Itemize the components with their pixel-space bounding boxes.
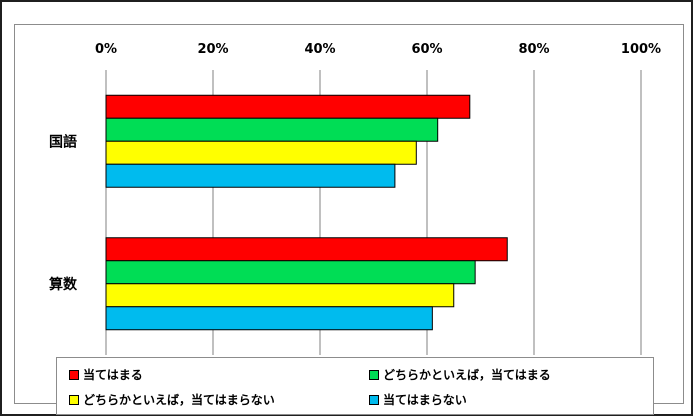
x-tick-label: 60% <box>411 42 442 57</box>
bar <box>105 163 396 188</box>
bar <box>105 283 455 308</box>
x-tick-label: 40% <box>304 42 335 57</box>
x-tick-label: 80% <box>518 42 549 57</box>
x-tick-label: 20% <box>197 42 228 57</box>
bar <box>105 306 433 331</box>
x-tick-label: 0% <box>95 42 117 57</box>
category-label: 算数 <box>49 276 78 293</box>
legend-item: どちらかといえば，当てはまる <box>369 366 551 383</box>
bar <box>105 260 476 285</box>
legend: 当てはまる どちらかといえば，当てはまる どちらかといえば，当てはまらない 当て… <box>56 357 654 415</box>
legend-swatch <box>69 369 79 380</box>
bar <box>105 94 471 119</box>
legend-label: 当てはまる <box>83 368 143 382</box>
legend-swatch <box>69 394 79 405</box>
legend-swatch <box>369 369 379 380</box>
legend-item: どちらかといえば，当てはまらない <box>69 391 275 408</box>
legend-label: どちらかといえば，当てはまる <box>383 368 551 382</box>
bar <box>105 117 439 142</box>
bar <box>105 140 417 165</box>
category-label: 国語 <box>49 133 77 150</box>
legend-label: どちらかといえば，当てはまらない <box>83 393 275 407</box>
legend-item: 当てはまらない <box>369 391 467 408</box>
legend-item: 当てはまる <box>69 366 143 383</box>
legend-swatch <box>369 394 379 405</box>
x-tick-label: 100% <box>621 42 661 57</box>
bar <box>105 237 508 262</box>
chart-area: 0% 20% 40% 60% 80% 100% 国語算数 <box>14 24 684 404</box>
legend-label: 当てはまらない <box>383 393 467 407</box>
